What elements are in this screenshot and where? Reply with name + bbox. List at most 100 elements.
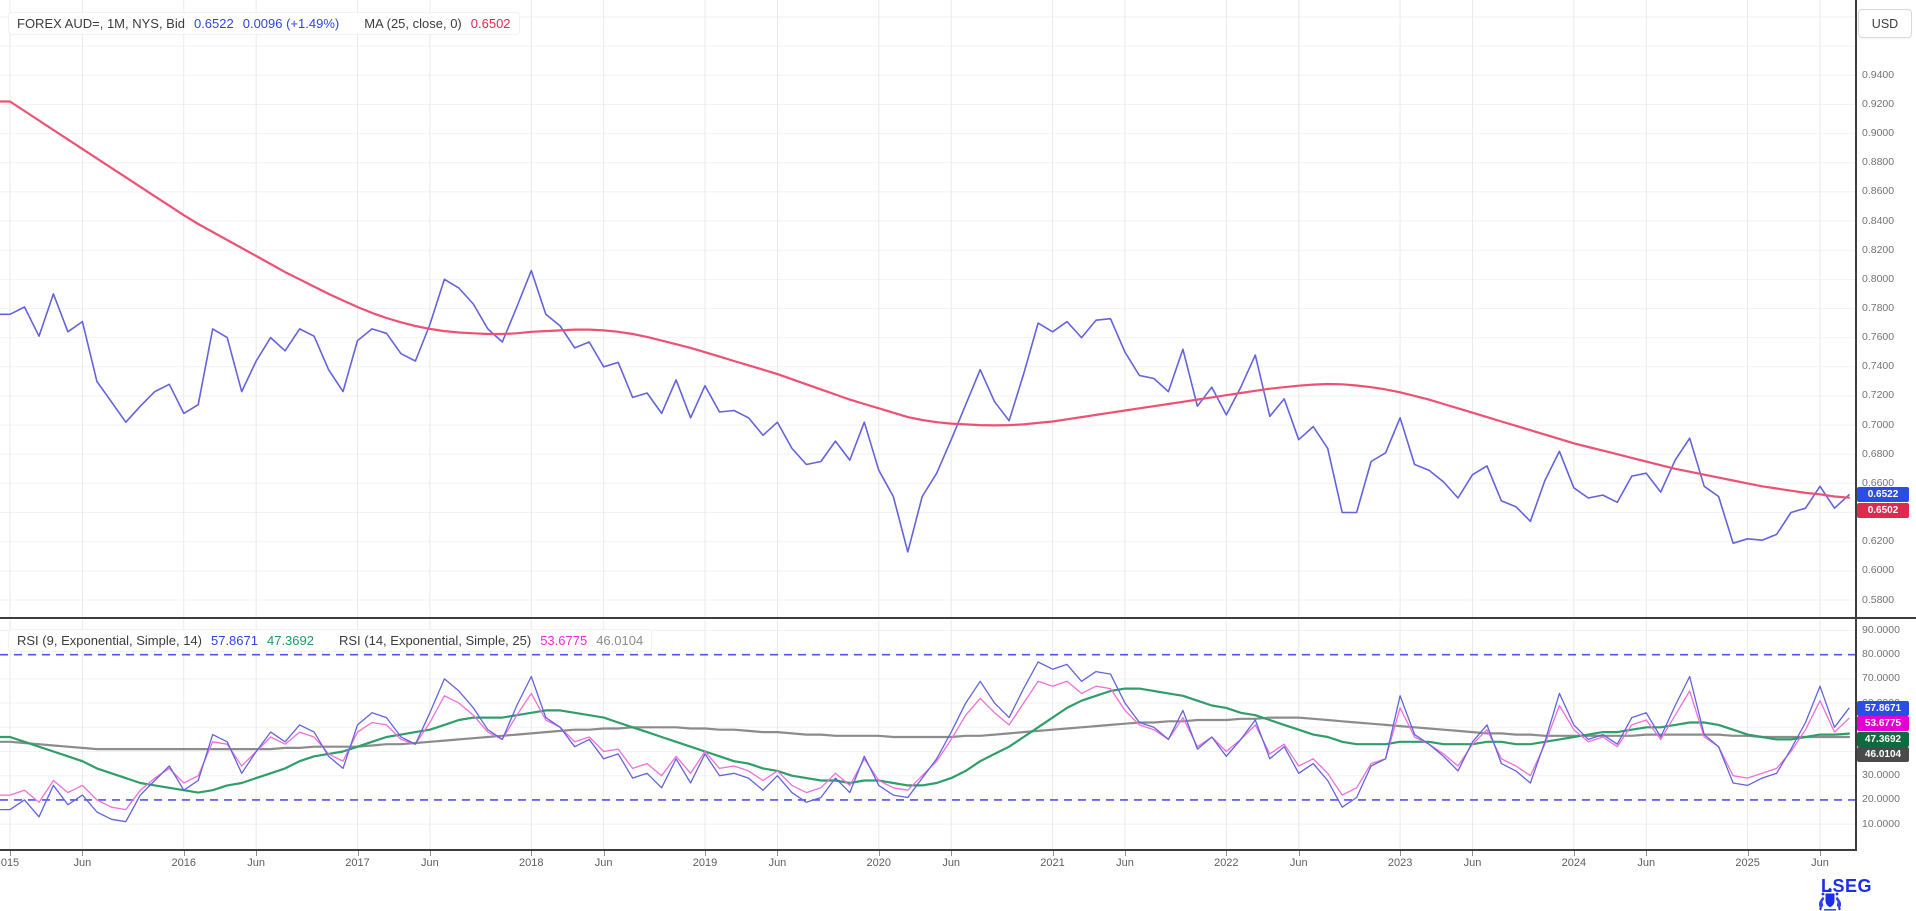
rsi9-line: [0, 661, 1850, 823]
x-axis-tick-label-2023: 2023: [1387, 857, 1413, 869]
x-axis-tick-mark: [1747, 851, 1749, 856]
bid-line: [0, 269, 1850, 553]
rsi-axis-tick: 90.0000: [1862, 624, 1900, 636]
price-legend-segment-2: 0.0096 (+1.49%): [242, 16, 340, 31]
price-axis-tick: 0.8800: [1862, 156, 1895, 169]
currency-axis-button[interactable]: USD: [1858, 9, 1912, 38]
rsi-legend-segment-0: RSI (9, Exponential, Simple, 14): [17, 633, 202, 648]
price-axis-tick: 0.9400: [1862, 68, 1895, 81]
price-axis-tick: 0.7200: [1862, 389, 1895, 402]
x-axis-tick-mark: [1820, 851, 1821, 856]
x-axis-tick-mark: [603, 851, 605, 856]
lseg-brand: LSEG: [1815, 876, 1872, 911]
price-axis-tick: 0.8600: [1862, 185, 1895, 198]
x-axis-tick-label-Jun: Jun: [1289, 857, 1308, 869]
x-axis-tick-mark: [1646, 851, 1648, 856]
price-axis-tick: 0.9200: [1862, 97, 1895, 110]
x-axis-line: [0, 849, 1857, 851]
x-axis-tick-label-2019: 2019: [692, 857, 718, 869]
price-axis-tick: 0.6200: [1862, 535, 1895, 548]
price-legend-segment-4: 0.6502: [470, 16, 511, 31]
price-axis-tick: 0.7800: [1862, 302, 1895, 314]
rsi-badge-0: 57.8671: [1857, 700, 1909, 716]
rsi-axis-tick: 10.0000: [1862, 817, 1900, 830]
x-axis-tick-label-015: 015: [0, 857, 20, 869]
rsi14-signal-line: [0, 716, 1851, 751]
x-axis-tick-label-Jun: Jun: [1811, 857, 1829, 869]
x-axis-tick-mark: [183, 851, 185, 856]
x-axis-tick-mark: [1124, 851, 1126, 856]
rsi-badge-2: 47.3692: [1857, 731, 1909, 747]
price-axis-tick: 0.5800: [1862, 593, 1895, 606]
x-axis-tick-mark: [1052, 851, 1054, 856]
x-axis-tick-mark: [1400, 851, 1402, 856]
x-axis-tick-label-2018: 2018: [519, 857, 544, 869]
x-axis-tick-mark: [10, 851, 11, 856]
price-axis-tick: 0.7000: [1862, 418, 1895, 431]
rsi-legend-segment-2: 47.3692: [266, 633, 314, 648]
y-axis-line: [1855, 0, 1857, 851]
rsi-legend-segment-5: 46.0104: [596, 633, 644, 648]
rsi-badge-1: 53.6775: [1857, 716, 1909, 732]
x-axis-tick-label-2024: 2024: [1561, 857, 1587, 869]
x-axis-tick-label-Jun: Jun: [768, 857, 787, 869]
rsi-axis-tick: 70.0000: [1862, 672, 1900, 685]
rsi-legend-segment-1: 57.8671: [210, 633, 258, 648]
x-axis-tick-label-2017: 2017: [345, 857, 370, 869]
x-axis-tick-mark: [1298, 851, 1300, 856]
x-axis-tick-mark: [1573, 851, 1575, 856]
x-axis-tick-label-Jun: Jun: [247, 857, 266, 869]
price-axis-tick: 0.6000: [1862, 564, 1895, 577]
x-axis-tick-mark: [357, 851, 359, 856]
x-axis-tick-label-Jun: Jun: [942, 857, 961, 869]
x-axis-tick-mark: [951, 851, 953, 856]
ma25-line: [0, 100, 1851, 499]
rsi-axis-tick: 30.0000: [1862, 769, 1900, 782]
x-axis-tick-label-2022: 2022: [1214, 857, 1239, 869]
x-axis-tick-label-Jun: Jun: [594, 857, 613, 869]
x-axis-tick-mark: [1226, 851, 1228, 856]
x-axis-tick-label-Jun: Jun: [1463, 857, 1482, 869]
x-axis-tick-mark: [429, 851, 431, 856]
rsi14-line: [0, 680, 1850, 811]
rsi-badge-3: 46.0104: [1857, 747, 1909, 763]
rsi-axis-tick: 80.0000: [1862, 648, 1900, 661]
x-axis-tick-mark: [878, 851, 880, 856]
panel-separator[interactable]: [0, 617, 1916, 619]
rsi-legend-segment-4: 53.6775: [540, 633, 588, 648]
rsi-legend-segment-3: RSI (14, Exponential, Simple, 25): [338, 633, 532, 648]
price-legend[interactable]: FOREX AUD=, 1M, NYS, Bid 0.6522 0.0096 (+1…: [8, 12, 520, 35]
x-axis-tick-mark: [531, 851, 533, 856]
rsi-axis-tick: 20.0000: [1862, 793, 1900, 806]
price-legend-segment-3: MA (25, close, 0): [364, 16, 462, 31]
price-panel-canvas[interactable]: [0, 0, 1855, 618]
x-axis-tick-mark: [256, 851, 258, 856]
x-axis-tick-mark: [1472, 851, 1474, 856]
x-axis-tick-label-2016: 2016: [171, 857, 196, 869]
price-badge-0: 0.6522: [1857, 487, 1909, 503]
rsi-legend[interactable]: RSI (9, Exponential, Simple, 14) 57.8671 4…: [8, 629, 653, 652]
price-axis-tick: 0.6600: [1862, 476, 1895, 489]
price-legend-segment-0: FOREX AUD=, 1M, NYS, Bid: [17, 16, 185, 31]
price-axis-tick: 0.9000: [1862, 127, 1895, 140]
lseg-wordmark: LSEG: [1820, 876, 1872, 896]
price-badge-1: 0.6502: [1857, 502, 1909, 518]
x-axis-tick-label-Jun: Jun: [421, 857, 439, 869]
x-axis-tick-mark: [82, 851, 84, 856]
price-legend-segment-1: 0.6522: [193, 16, 234, 31]
price-axis-tick: 0.7400: [1862, 360, 1895, 373]
rsi9-signal-line: [0, 687, 1851, 794]
x-axis-tick-label-2025: 2025: [1735, 857, 1760, 869]
rsi-panel-canvas[interactable]: [0, 620, 1855, 849]
price-axis-tick: 0.8200: [1862, 243, 1895, 256]
price-axis-tick: 0.8000: [1862, 272, 1895, 285]
x-axis-tick-mark: [777, 851, 779, 856]
x-axis-tick-label-Jun: Jun: [73, 857, 92, 869]
x-axis-tick-mark: [705, 851, 707, 856]
price-axis-tick: 0.6800: [1862, 447, 1895, 460]
x-axis-tick-label-Jun: Jun: [1116, 857, 1134, 869]
price-axis-tick: 0.8400: [1862, 214, 1895, 227]
x-axis-tick-label-2021: 2021: [1040, 857, 1065, 869]
price-axis-tick: 0.7600: [1862, 331, 1895, 344]
